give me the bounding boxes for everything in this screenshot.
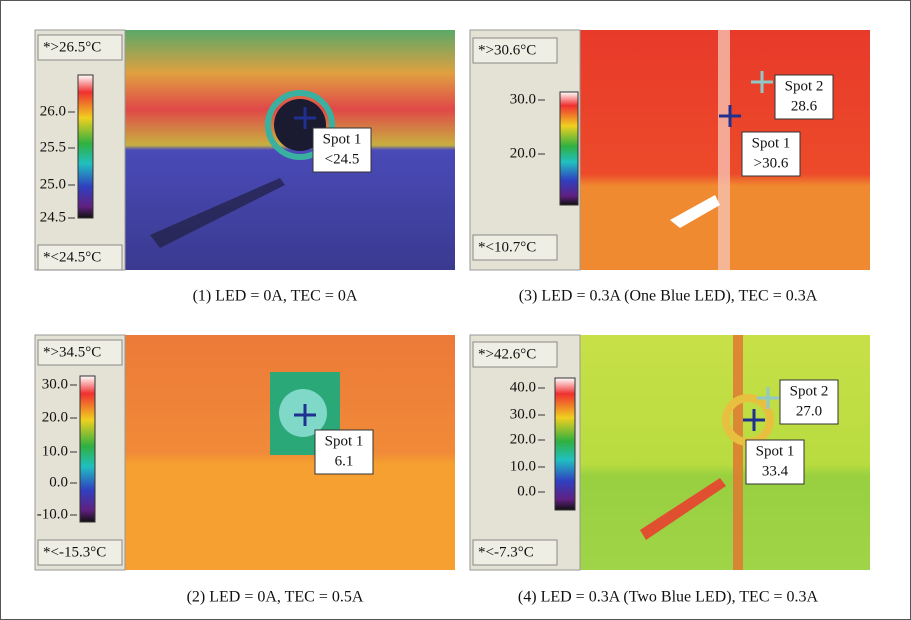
scale-tick-label: 30.0 <box>510 91 536 107</box>
max-temp: *>26.5°C <box>43 39 101 55</box>
caption: (1) LED = 0A, TEC = 0A <box>193 288 358 305</box>
spot-value: 27.0 <box>796 403 822 419</box>
spot-value: 6.1 <box>335 453 354 469</box>
scale-tick-label: 0.0 <box>49 474 68 490</box>
scale-tick-label: 26.0 <box>40 103 66 119</box>
color-bar <box>555 378 575 510</box>
scale-tick-label: 20.0 <box>42 409 68 425</box>
spot-label: Spot 2 <box>785 78 824 94</box>
spot-value: 33.4 <box>762 463 789 479</box>
figure: *>26.5°C *<24.5°C 26.0 25.5 25.0 24.5 Spot 1 <2… <box>0 0 911 620</box>
scale-tick-label: 30.0 <box>42 376 68 392</box>
spot-label: Spot 1 <box>756 443 795 459</box>
spot-value: 28.6 <box>791 98 818 114</box>
color-bar <box>78 75 93 218</box>
spot-label: Spot 1 <box>752 135 791 151</box>
max-temp: *>34.5°C <box>43 344 101 360</box>
scale-tick-label: 25.5 <box>40 139 66 155</box>
scale-tick-label: 40.0 <box>510 379 536 395</box>
spot-label: Spot 2 <box>790 383 829 399</box>
scale-tick-label: 10.0 <box>42 443 68 459</box>
scale-tick-label: 20.0 <box>510 431 536 447</box>
caption: (3) LED = 0.3A (One Blue LED), TEC = 0.3… <box>519 288 818 305</box>
color-bar <box>80 376 95 522</box>
scale-tick-label: 0.0 <box>517 483 536 499</box>
spot-value: >30.6 <box>754 155 789 171</box>
scale-tick-label: 20.0 <box>510 145 536 161</box>
max-temp: *>42.6°C <box>478 346 536 362</box>
max-temp: *>30.6°C <box>478 42 536 58</box>
scale-tick-label: 24.5 <box>40 209 66 225</box>
min-temp: *<24.5°C <box>43 249 101 265</box>
spot-label: Spot 1 <box>325 433 364 449</box>
color-bar <box>560 92 578 205</box>
min-temp: *<-15.3°C <box>43 544 106 560</box>
scale-tick-label: 30.0 <box>510 406 536 422</box>
min-temp: *<-7.3°C <box>478 544 534 560</box>
spot-label: Spot 1 <box>323 131 362 147</box>
min-temp: *<10.7°C <box>478 239 536 255</box>
caption: (4) LED = 0.3A (Two Blue LED), TEC = 0.3… <box>518 589 819 606</box>
scale-tick-label: -10.0 <box>37 506 68 522</box>
caption: (2) LED = 0A, TEC = 0.5A <box>187 589 364 606</box>
scale-tick-label: 10.0 <box>510 458 536 474</box>
scale-tick-label: 25.0 <box>40 176 66 192</box>
spot-value: <24.5 <box>325 151 360 167</box>
